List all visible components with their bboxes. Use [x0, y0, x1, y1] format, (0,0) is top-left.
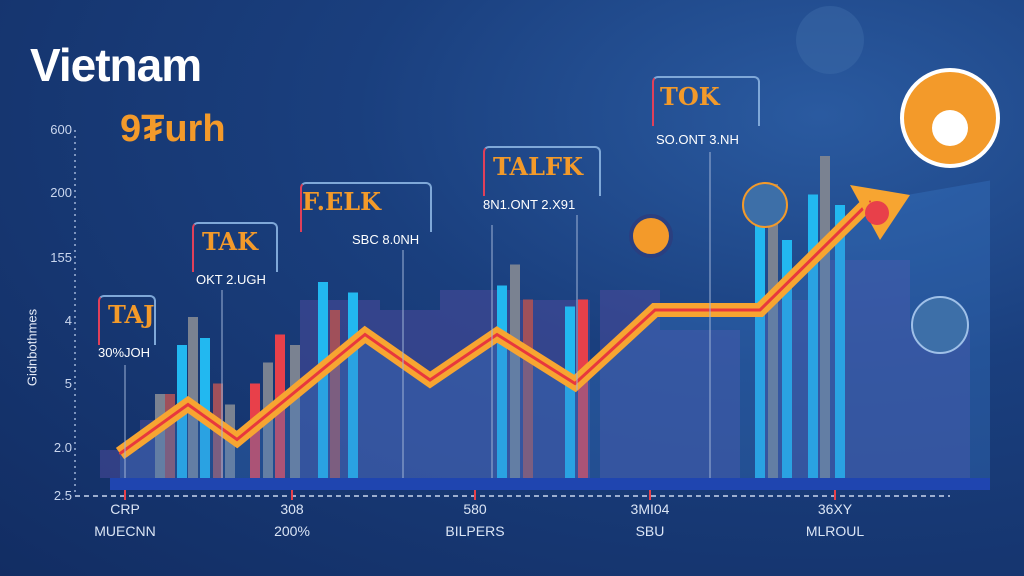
coin-icon [629, 214, 673, 258]
bar [200, 338, 210, 478]
bag-icon [911, 296, 969, 354]
bar [808, 194, 818, 478]
bar [510, 264, 520, 478]
line-point [869, 200, 871, 203]
bar [330, 310, 340, 478]
y-tick: 5 [64, 376, 72, 391]
line-point [429, 379, 431, 381]
bar [820, 156, 830, 478]
line-area [120, 180, 990, 478]
line-point [236, 438, 238, 441]
y-tick: 155 [50, 250, 72, 265]
bar [188, 317, 198, 478]
building [660, 330, 740, 478]
bar [755, 212, 765, 478]
bar [578, 299, 588, 478]
bar [497, 285, 507, 478]
page-subtitle: 9₮urh [120, 108, 226, 150]
bar [290, 345, 300, 478]
y-tick: 2.0 [53, 440, 72, 455]
bar [523, 299, 533, 478]
map-icon [796, 6, 864, 74]
line-point [496, 333, 498, 336]
x-category: CRP MUECNN [94, 501, 156, 539]
x-category: 36XY MLROUL [805, 501, 865, 539]
y-tick: 4 [64, 313, 72, 328]
y-tick: 200 [50, 185, 72, 200]
line-point [187, 403, 189, 406]
bar [782, 240, 792, 478]
bar [835, 205, 845, 478]
x-category: 308 200% [274, 501, 310, 539]
line-series-core [119, 200, 872, 455]
line-point [119, 452, 121, 455]
building [910, 330, 970, 478]
line-point [759, 309, 761, 311]
bar [318, 282, 328, 478]
line-point [654, 309, 656, 311]
bar [348, 292, 358, 478]
bar [565, 306, 575, 478]
bar [165, 394, 175, 478]
bar [155, 394, 165, 478]
building [100, 450, 140, 478]
line-point [364, 333, 366, 336]
building [380, 310, 440, 478]
tag-icon [865, 201, 889, 225]
money-bag-icon-glyph [932, 110, 968, 146]
page-title: Vietnam [30, 39, 202, 91]
globe-icon [742, 182, 788, 228]
x-category: 3MI04 SBU [630, 501, 670, 539]
line-point [574, 382, 576, 385]
bar [768, 184, 778, 478]
y-tick: 600 [50, 122, 72, 137]
x-category: 580 BILPERS [445, 501, 505, 539]
y-tick: 2.5 [53, 488, 72, 503]
x-axis-band [110, 478, 990, 490]
